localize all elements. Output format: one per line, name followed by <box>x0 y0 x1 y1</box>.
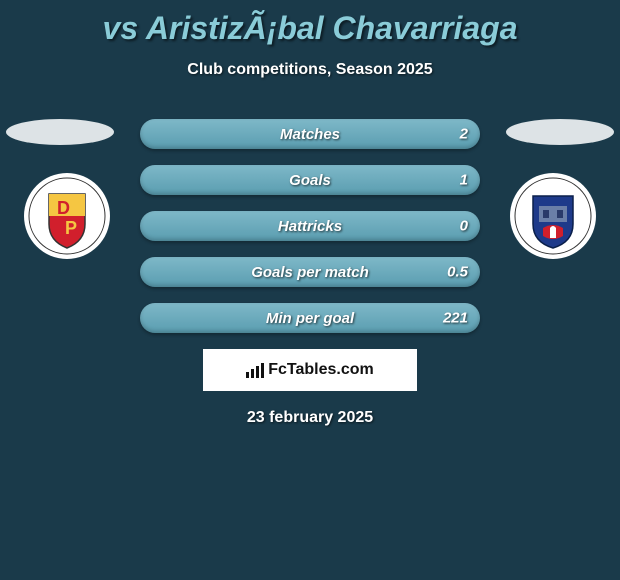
stat-right-value: 0.5 <box>447 264 468 281</box>
page-title: vs AristizÃ¡bal Chavarriaga <box>0 0 620 47</box>
subtitle: Club competitions, Season 2025 <box>0 61 620 79</box>
comparison-content: D P Matches 2 Goals 1 Hattricks 0 <box>0 119 620 427</box>
stat-right-value: 0 <box>460 218 468 235</box>
right-player-name-ellipse <box>506 119 614 145</box>
stat-label: Hattricks <box>278 218 342 235</box>
fortaleza-ceif-shield-icon <box>513 176 593 256</box>
svg-text:D: D <box>57 198 70 218</box>
left-player-name-ellipse <box>6 119 114 145</box>
stat-right-value: 1 <box>460 172 468 189</box>
date-text: 23 february 2025 <box>0 409 620 427</box>
attribution-box: FcTables.com <box>203 349 417 391</box>
svg-text:P: P <box>65 218 77 238</box>
deportivo-pereira-shield-icon: D P <box>27 176 107 256</box>
stat-row-goals: Goals 1 <box>140 165 480 195</box>
stat-label: Goals per match <box>251 264 369 281</box>
stat-rows-container: Matches 2 Goals 1 Hattricks 0 Goals per … <box>140 119 480 333</box>
stat-row-goals-per-match: Goals per match 0.5 <box>140 257 480 287</box>
stat-row-min-per-goal: Min per goal 221 <box>140 303 480 333</box>
stat-row-matches: Matches 2 <box>140 119 480 149</box>
stat-right-value: 2 <box>460 126 468 143</box>
stat-label: Goals <box>289 172 331 189</box>
right-club-logo <box>510 173 596 259</box>
bar-chart-icon <box>246 363 264 378</box>
stat-right-value: 221 <box>443 310 468 327</box>
stat-label: Matches <box>280 126 340 143</box>
attribution-text: FcTables.com <box>268 361 374 379</box>
left-club-logo: D P <box>24 173 110 259</box>
stat-row-hattricks: Hattricks 0 <box>140 211 480 241</box>
stat-label: Min per goal <box>266 310 354 327</box>
